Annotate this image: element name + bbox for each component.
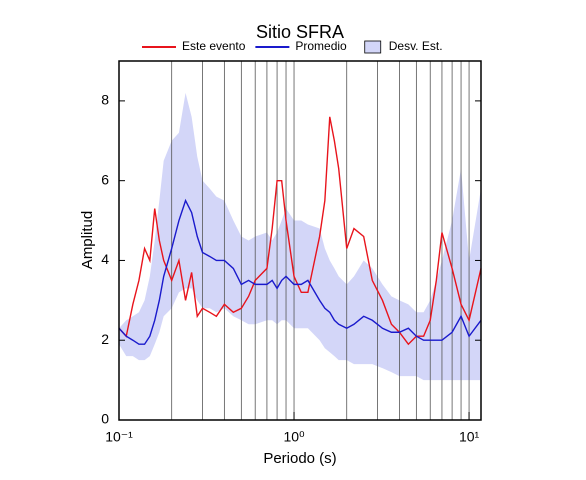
y-tick-label: 8 <box>101 92 109 108</box>
x-tick-label: 10⁰ <box>283 429 305 445</box>
y-tick-label: 2 <box>101 331 109 347</box>
x-tick-label: 10¹ <box>459 429 480 445</box>
x-tick-label: 10⁻¹ <box>105 429 133 445</box>
legend-label: Este evento <box>182 39 246 53</box>
y-tick-label: 0 <box>101 411 109 427</box>
y-axis-label: Amplitud <box>79 211 96 269</box>
std-band <box>119 92 481 381</box>
series-line <box>118 116 482 346</box>
legend-label: Desv. Est. <box>389 39 443 53</box>
y-tick-label: 6 <box>101 171 109 187</box>
plot-frame <box>118 60 482 421</box>
x-axis-label: Periodo (s) <box>263 450 336 467</box>
legend-swatch <box>364 40 382 54</box>
series-line <box>118 198 482 345</box>
chart-title: Sitio SFRA <box>256 22 344 42</box>
legend-label: Promedio <box>295 39 347 53</box>
y-tick-label: 4 <box>101 251 109 267</box>
